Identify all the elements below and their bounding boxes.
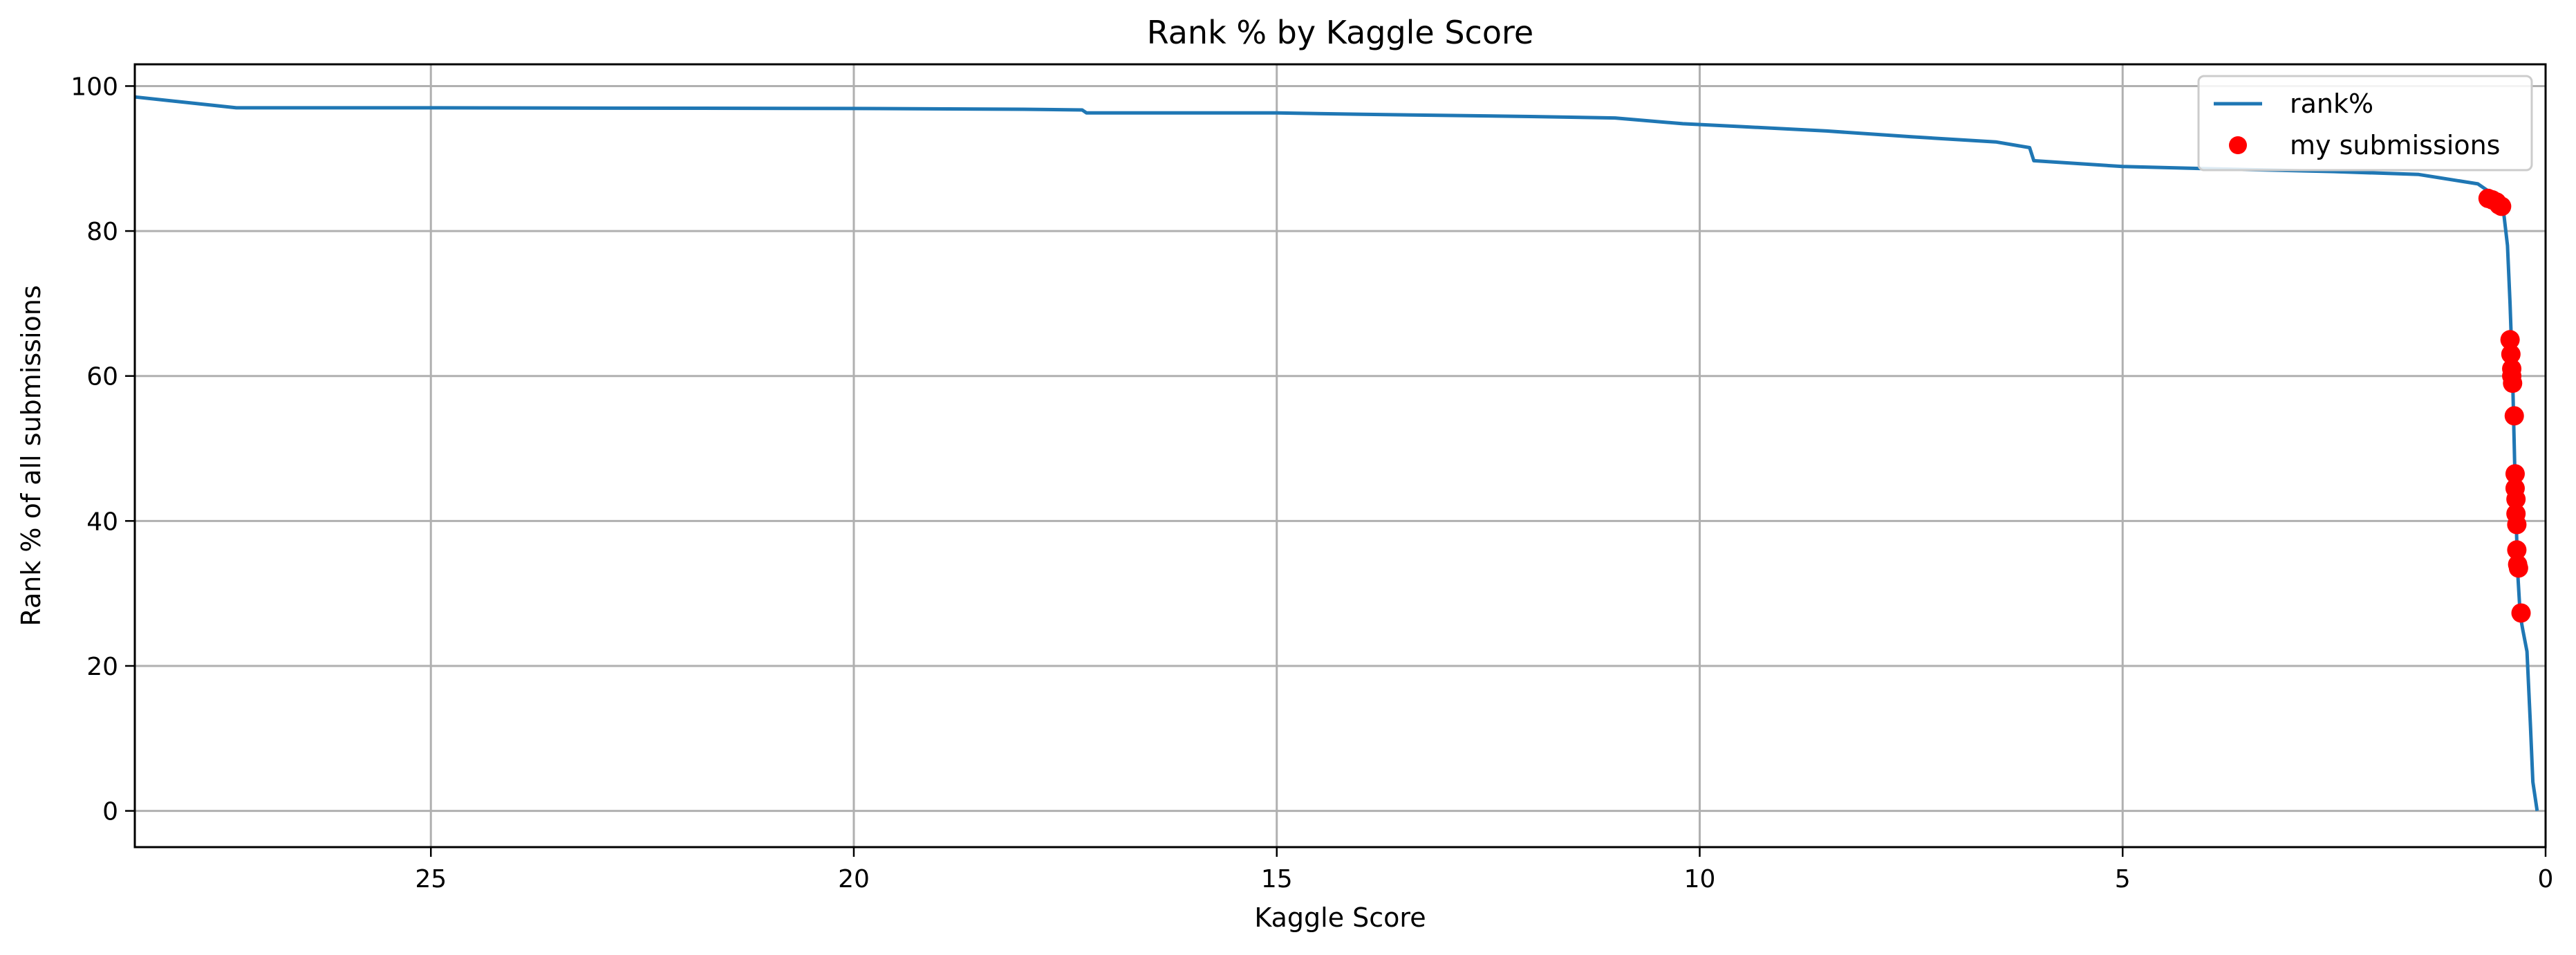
y-tick-label: 20 <box>86 653 118 681</box>
x-tick-label: 15 <box>1261 865 1293 893</box>
legend-point-marker <box>2229 136 2247 154</box>
legend: rank% my submissions <box>2197 75 2533 171</box>
y-tick-label: 100 <box>71 73 118 101</box>
submission-point <box>2506 489 2526 509</box>
submission-point <box>2501 344 2521 364</box>
legend-box <box>2197 75 2533 171</box>
submission-point <box>2511 603 2531 623</box>
x-axis-title: Kaggle Score <box>1254 902 1426 933</box>
legend-label: my submissions <box>2290 130 2500 160</box>
submission-point <box>2500 330 2520 350</box>
x-tick-label: 20 <box>838 865 870 893</box>
y-axis-title: Rank % of all submissions <box>16 285 46 626</box>
submission-point <box>2507 514 2527 535</box>
axes: 25 20 15 10 5 0 0 20 40 60 80 100 <box>71 73 2553 893</box>
submission-point <box>2508 558 2528 578</box>
legend-label: rank% <box>2290 89 2373 119</box>
series-line-rank <box>134 95 2539 811</box>
y-tick-label: 40 <box>86 508 118 536</box>
x-tick-label: 0 <box>2538 865 2554 893</box>
plot-series <box>134 95 2539 811</box>
submission-point <box>2505 464 2525 484</box>
submission-point <box>2503 373 2523 393</box>
x-tick-label: 25 <box>415 865 447 893</box>
submission-point <box>2504 406 2524 426</box>
submission-point <box>2492 196 2512 216</box>
y-tick-label: 60 <box>86 363 118 391</box>
x-tick-label: 5 <box>2115 865 2131 893</box>
grid <box>135 64 2547 847</box>
chart-title: Rank % by Kaggle Score <box>1147 14 1533 51</box>
submission-point <box>2507 540 2527 560</box>
plot-frame <box>133 63 2547 849</box>
x-tick-label: 10 <box>1684 865 1716 893</box>
y-tick-label: 80 <box>86 218 118 246</box>
y-tick-label: 0 <box>102 798 118 826</box>
